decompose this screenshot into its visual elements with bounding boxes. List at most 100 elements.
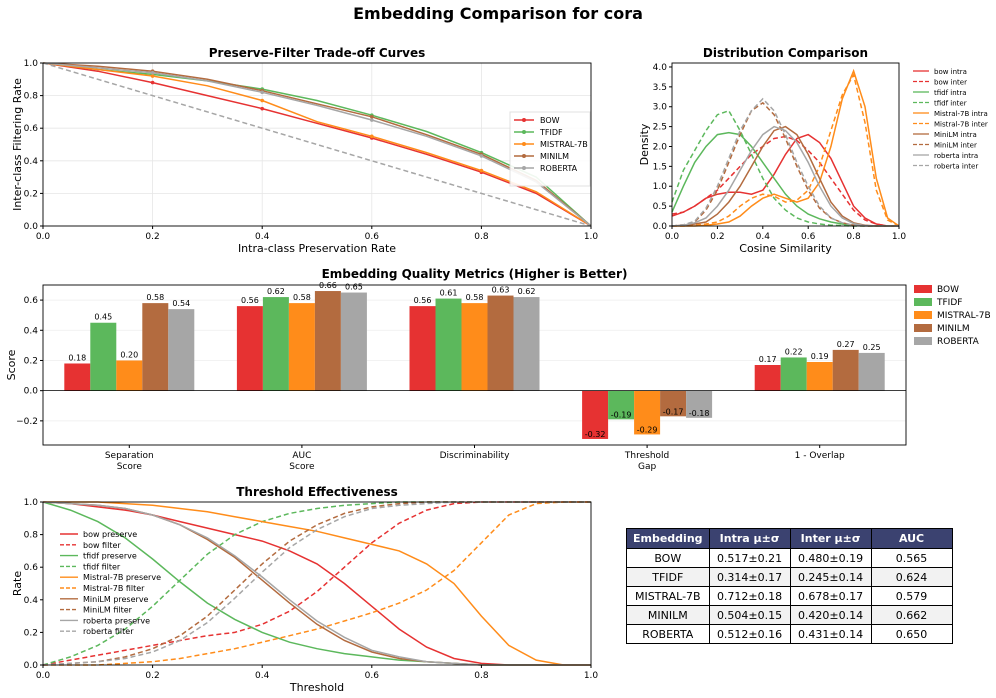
series-marker — [260, 90, 265, 95]
series-marker — [150, 74, 155, 78]
series-line — [42, 62, 592, 227]
bar — [780, 357, 807, 391]
bar-value-label: 0.66 — [319, 281, 337, 290]
x-tick-label: 0.0 — [36, 232, 51, 242]
legend-label: tfidf intra — [934, 89, 967, 97]
bar — [608, 390, 635, 420]
legend-label: tfidf filter — [83, 562, 121, 571]
table-cell: 0.480±0.19 — [789, 548, 872, 568]
table-cell: 0.712±0.18 — [708, 586, 791, 606]
bar — [686, 390, 713, 418]
bar-value-label: -0.17 — [663, 407, 684, 416]
legend-label: bow inter — [934, 79, 967, 87]
legend-label: MiniLM inter — [934, 142, 977, 150]
table-cell: 0.678±0.17 — [789, 586, 872, 606]
y-tick-label: 1.0 — [653, 182, 668, 192]
y-tick-label: 4.0 — [653, 63, 668, 73]
table-cell: 0.650 — [870, 624, 953, 644]
legend-marker — [522, 142, 526, 146]
table-cell: 0.579 — [870, 586, 953, 606]
table-row: TFIDF 0.314±0.17 0.245±0.14 0.624 — [626, 567, 953, 587]
table-header-row: Embedding Intra μ±σ Inter μ±σ AUC — [626, 528, 953, 549]
table-header-cell: AUC — [870, 528, 953, 549]
legend-label: ROBERTA — [937, 337, 980, 347]
legend-label: tfidf preserve — [83, 552, 137, 561]
series-line — [42, 62, 592, 227]
bar — [340, 292, 367, 391]
bar — [236, 306, 263, 391]
legend-label: Mistral-7B filter — [83, 584, 145, 593]
bar-value-label: 0.18 — [68, 353, 86, 362]
plot-frame — [671, 62, 900, 227]
bar-value-label: 0.27 — [837, 340, 855, 349]
bar-value-label: 0.58 — [466, 293, 484, 302]
x-tick-label: 0.0 — [665, 232, 680, 242]
legend-swatch — [914, 285, 932, 293]
x-tick-label: 0.8 — [474, 671, 489, 681]
legend-label: roberta preserve — [83, 616, 150, 625]
subplot-title: Embedding Quality Metrics (Higher is Bet… — [322, 267, 628, 281]
y-tick-label: 0.6 — [24, 296, 39, 306]
x-tick-label: 0.4 — [255, 232, 270, 242]
x-tick-label: 0.8 — [846, 232, 861, 242]
x-tick-label: Discriminability — [440, 451, 510, 461]
y-tick-label: 0.5 — [653, 202, 667, 212]
plot-frame — [42, 501, 592, 666]
plot-frame — [42, 284, 907, 446]
legend-label: Mistral-7B intra — [934, 110, 988, 118]
bar — [435, 298, 462, 391]
subplot-title: Threshold Effectiveness — [236, 485, 398, 499]
legend-marker — [522, 166, 526, 170]
legend-marker — [522, 118, 526, 122]
series-line — [671, 125, 899, 227]
table-row: MINILM 0.504±0.15 0.420±0.14 0.662 — [626, 605, 953, 625]
x-tick-label: Threshold — [624, 451, 669, 461]
x-tick-label: Gap — [638, 462, 656, 472]
y-tick-label: 0.4 — [24, 326, 39, 336]
table-cell: MISTRAL-7B — [626, 586, 710, 606]
x-axis-label: Threshold — [289, 681, 344, 694]
series-line — [43, 501, 591, 666]
table-row: MISTRAL-7B 0.712±0.18 0.678±0.17 0.579 — [626, 586, 953, 606]
bar — [314, 291, 341, 391]
x-tick-label: 0.2 — [145, 671, 159, 681]
series-marker — [479, 154, 484, 158]
series-line — [671, 131, 899, 227]
bar-value-label: 0.62 — [518, 287, 536, 296]
y-tick-label: 0.0 — [24, 661, 39, 671]
bar-value-label: 0.45 — [94, 313, 112, 322]
y-tick-label: 2.5 — [653, 123, 667, 133]
bar-value-label: -0.19 — [611, 410, 632, 419]
table-header-cell: Embedding — [626, 528, 710, 549]
legend-label: MISTRAL-7B — [937, 311, 991, 321]
y-tick-label: 3.5 — [653, 83, 667, 93]
bar — [288, 303, 315, 391]
x-tick-label: 0.6 — [801, 232, 816, 242]
bar — [116, 360, 143, 391]
table-cell: TFIDF — [626, 567, 710, 587]
legend-marker — [522, 130, 526, 134]
table-header-cell: Intra μ±σ — [708, 528, 791, 549]
y-axis-label: Inter-class Filtering Rate — [11, 78, 24, 211]
y-tick-label: 0.0 — [653, 222, 668, 232]
bar-value-label: 0.65 — [345, 283, 363, 292]
series-line — [671, 133, 899, 227]
y-axis-label: Score — [5, 349, 18, 380]
bar-value-label: 0.62 — [267, 287, 285, 296]
series-line — [42, 62, 592, 227]
stats-table: Embedding Intra μ±σ Inter μ±σ AUC BOW 0.… — [626, 528, 953, 644]
series-marker — [150, 80, 155, 85]
x-tick-label: Separation — [105, 451, 154, 461]
legend-label: bow filter — [83, 541, 121, 550]
x-tick-label: AUC — [292, 451, 311, 461]
table-cell: 0.662 — [870, 605, 953, 625]
series-line — [42, 62, 592, 227]
plot-frame — [42, 62, 592, 227]
bar — [168, 309, 195, 391]
legend-swatch — [914, 324, 932, 332]
bar-value-label: 0.54 — [172, 299, 190, 308]
table-row: ROBERTA 0.512±0.16 0.431±0.14 0.650 — [626, 624, 953, 644]
subplot-title: Distribution Comparison — [703, 46, 868, 60]
legend-label: MiniLM preserve — [83, 595, 149, 604]
